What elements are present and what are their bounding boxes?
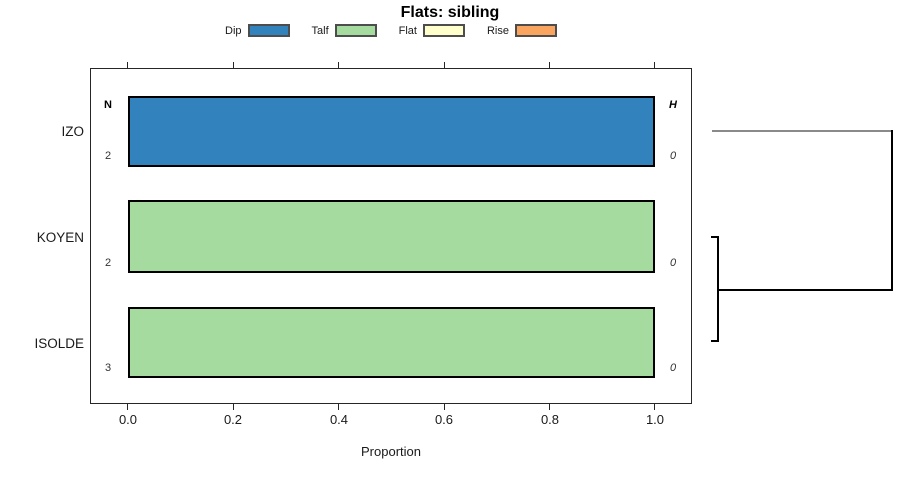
legend-item-flat: Flat bbox=[399, 24, 465, 37]
legend-label: Rise bbox=[486, 24, 509, 37]
x-tick-label: 0.0 bbox=[118, 412, 138, 427]
plot-area bbox=[90, 68, 692, 404]
column-header-h: H bbox=[669, 99, 677, 111]
dendrogram-root-vertical bbox=[891, 130, 893, 291]
dendrogram-bracket-vertical bbox=[717, 236, 719, 342]
legend-swatch-dip bbox=[247, 24, 290, 37]
h-value-koyen: 0 bbox=[669, 257, 677, 269]
bar-koyen bbox=[128, 200, 655, 273]
dendrogram-cluster-branch bbox=[717, 289, 893, 291]
x-tick-label: 0.4 bbox=[329, 412, 349, 427]
x-tick-label: 0.8 bbox=[540, 412, 560, 427]
row-label-izo: IZO bbox=[61, 124, 85, 139]
n-value-isolde: 3 bbox=[104, 362, 112, 374]
legend: Dip Talf Flat Rise bbox=[90, 24, 692, 37]
legend-item-dip: Dip bbox=[225, 24, 290, 37]
bar-segment-dip bbox=[130, 98, 653, 165]
n-value-izo: 2 bbox=[104, 150, 112, 162]
bar-segment-talf bbox=[130, 309, 653, 376]
legend-swatch-rise bbox=[515, 24, 557, 37]
x-axis-title: Proportion bbox=[361, 444, 421, 459]
dendrogram-branch-izo bbox=[712, 130, 893, 132]
axis-tick bbox=[338, 404, 339, 410]
x-tick-label: 0.2 bbox=[223, 412, 243, 427]
h-value-isolde: 0 bbox=[669, 362, 677, 374]
axis-tick bbox=[549, 62, 550, 68]
axis-tick bbox=[654, 62, 655, 68]
x-tick-label: 1.0 bbox=[645, 412, 665, 427]
legend-label: Talf bbox=[311, 24, 329, 37]
axis-tick bbox=[127, 62, 128, 68]
n-value-koyen: 2 bbox=[104, 257, 112, 269]
row-label-isolde: ISOLDE bbox=[34, 336, 84, 351]
axis-tick bbox=[233, 62, 234, 68]
axis-tick bbox=[338, 62, 339, 68]
dendrogram-leaf-isolde bbox=[711, 340, 719, 342]
legend-swatch-talf bbox=[334, 24, 377, 37]
axis-tick bbox=[444, 404, 445, 410]
chart-title: Flats: sibling bbox=[400, 4, 500, 21]
axis-tick bbox=[233, 404, 234, 410]
legend-item-talf: Talf bbox=[312, 24, 377, 37]
x-tick-label: 0.6 bbox=[434, 412, 454, 427]
bar-izo bbox=[128, 96, 655, 167]
legend-label: Dip bbox=[225, 24, 242, 37]
axis-tick bbox=[127, 404, 128, 410]
bar-isolde bbox=[128, 307, 655, 378]
row-label-koyen: KOYEN bbox=[36, 230, 84, 245]
bar-segment-talf bbox=[130, 202, 653, 271]
h-value-izo: 0 bbox=[669, 150, 677, 162]
legend-item-rise: Rise bbox=[487, 24, 557, 37]
axis-tick bbox=[654, 404, 655, 410]
legend-swatch-flat bbox=[422, 24, 465, 37]
legend-label: Flat bbox=[398, 24, 417, 37]
axis-tick bbox=[444, 62, 445, 68]
column-header-n: N bbox=[104, 99, 112, 111]
dendrogram-leaf-koyen bbox=[711, 236, 719, 238]
axis-tick bbox=[549, 404, 550, 410]
